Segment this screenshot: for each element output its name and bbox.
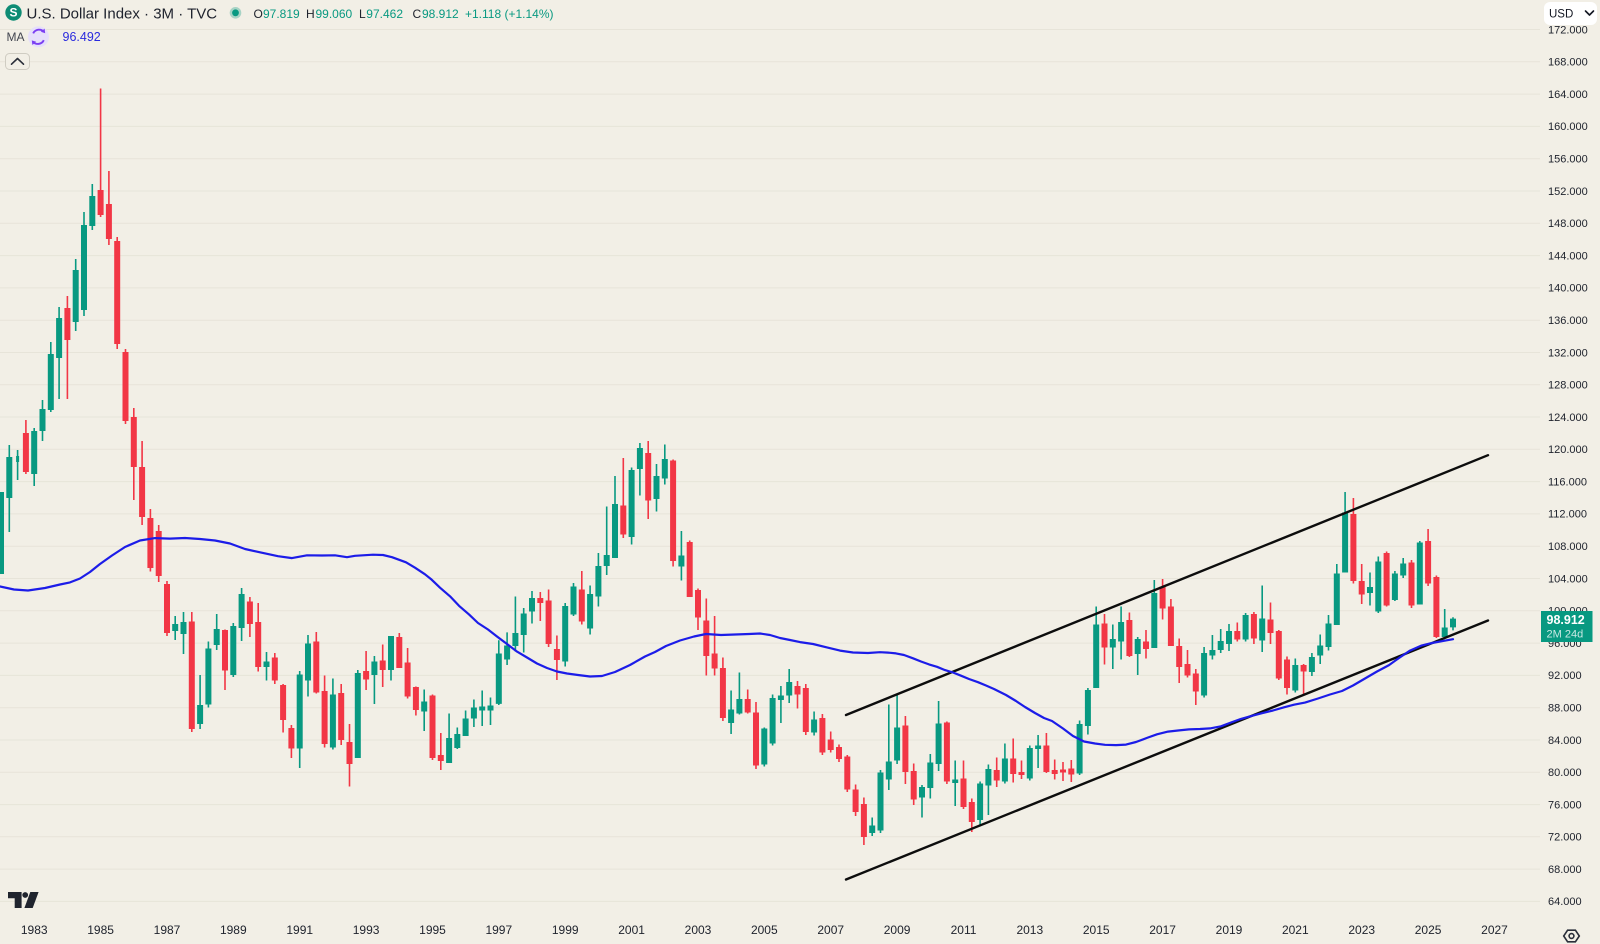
svg-text:96.492: 96.492 <box>63 30 101 44</box>
svg-text:104.000: 104.000 <box>1548 573 1588 585</box>
svg-text:156.000: 156.000 <box>1548 154 1588 166</box>
svg-text:148.000: 148.000 <box>1548 218 1588 230</box>
svg-text:1999: 1999 <box>552 923 579 937</box>
svg-text:1983: 1983 <box>21 923 48 937</box>
svg-text:64.000: 64.000 <box>1548 896 1582 908</box>
svg-text:2023: 2023 <box>1348 923 1375 937</box>
svg-text:164.000: 164.000 <box>1548 89 1588 101</box>
svg-text:136.000: 136.000 <box>1548 315 1588 327</box>
svg-text:1987: 1987 <box>154 923 181 937</box>
svg-text:MA: MA <box>7 30 25 44</box>
svg-text:S: S <box>9 6 17 20</box>
svg-text:O: O <box>254 7 263 21</box>
svg-text:2011: 2011 <box>951 923 977 937</box>
svg-text:68.000: 68.000 <box>1548 864 1582 876</box>
svg-text:120.000: 120.000 <box>1548 444 1588 456</box>
svg-text:2005: 2005 <box>751 923 778 937</box>
svg-text:2M 24d: 2M 24d <box>1547 629 1584 641</box>
svg-text:1991: 1991 <box>286 923 313 937</box>
svg-text:L: L <box>359 7 366 21</box>
svg-text:1989: 1989 <box>220 923 247 937</box>
svg-text:1985: 1985 <box>87 923 114 937</box>
svg-text:U.S. Dollar Index · 3M · TVC: U.S. Dollar Index · 3M · TVC <box>27 6 218 23</box>
svg-text:116.000: 116.000 <box>1548 476 1587 488</box>
svg-text:97.462: 97.462 <box>366 7 403 21</box>
svg-text:2009: 2009 <box>884 923 911 937</box>
svg-text:1997: 1997 <box>485 923 512 937</box>
svg-text:2003: 2003 <box>685 923 712 937</box>
svg-text:2019: 2019 <box>1216 923 1243 937</box>
svg-text:160.000: 160.000 <box>1548 121 1588 133</box>
svg-text:152.000: 152.000 <box>1548 186 1588 198</box>
svg-text:98.912: 98.912 <box>1547 613 1585 627</box>
svg-text:97.819: 97.819 <box>263 7 300 21</box>
svg-text:128.000: 128.000 <box>1548 380 1588 392</box>
svg-text:112.000: 112.000 <box>1548 509 1587 521</box>
svg-text:172.000: 172.000 <box>1548 24 1588 36</box>
svg-text:2021: 2021 <box>1282 923 1309 937</box>
svg-text:88.000: 88.000 <box>1548 703 1582 715</box>
svg-text:124.000: 124.000 <box>1548 412 1588 424</box>
svg-text:132.000: 132.000 <box>1548 347 1588 359</box>
svg-text:76.000: 76.000 <box>1548 799 1582 811</box>
svg-text:140.000: 140.000 <box>1548 283 1588 295</box>
svg-text:2001: 2001 <box>618 923 645 937</box>
svg-text:80.000: 80.000 <box>1548 767 1582 779</box>
svg-text:72.000: 72.000 <box>1548 832 1582 844</box>
svg-text:1995: 1995 <box>419 923 446 937</box>
svg-text:84.000: 84.000 <box>1548 735 1582 747</box>
svg-text:1993: 1993 <box>353 923 380 937</box>
svg-text:USD: USD <box>1549 9 1573 21</box>
svg-text:H: H <box>306 7 315 21</box>
svg-text:2015: 2015 <box>1083 923 1110 937</box>
svg-text:168.000: 168.000 <box>1548 57 1588 69</box>
svg-text:+1.118 (+1.14%): +1.118 (+1.14%) <box>465 7 554 21</box>
svg-text:2025: 2025 <box>1415 923 1442 937</box>
svg-text:C: C <box>413 7 422 21</box>
svg-text:2017: 2017 <box>1149 923 1176 937</box>
svg-text:144.000: 144.000 <box>1548 250 1588 262</box>
svg-text:108.000: 108.000 <box>1548 541 1588 553</box>
svg-text:2027: 2027 <box>1481 923 1508 937</box>
svg-text:99.060: 99.060 <box>316 7 353 21</box>
svg-text:2007: 2007 <box>817 923 844 937</box>
svg-text:98.912: 98.912 <box>422 7 459 21</box>
svg-text:92.000: 92.000 <box>1548 670 1582 682</box>
svg-text:2013: 2013 <box>1016 923 1043 937</box>
